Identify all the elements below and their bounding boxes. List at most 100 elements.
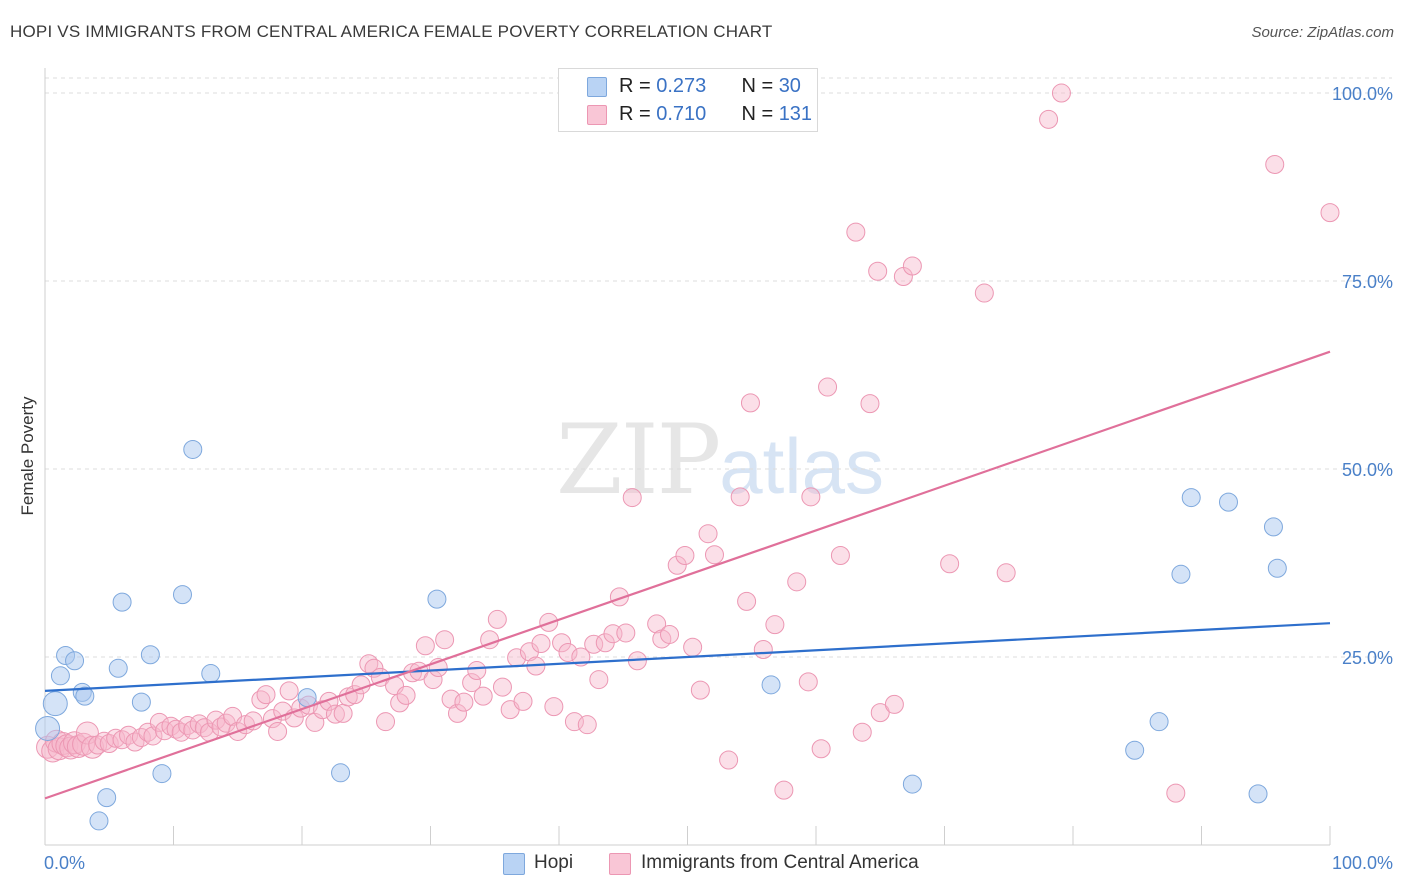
data-point-cam	[737, 591, 757, 611]
bottom-legend-swatch-hopi	[503, 853, 525, 875]
data-point-cam	[487, 609, 507, 629]
data-point-cam	[376, 712, 396, 732]
data-point-cam	[622, 488, 642, 508]
data-point-cam	[616, 623, 636, 643]
data-point-hopi	[761, 675, 781, 695]
data-point-cam	[660, 624, 680, 644]
data-point-cam	[251, 690, 271, 710]
bottom-legend-label-hopi: Hopi	[534, 852, 574, 873]
legend-text-cam: R = 0.710 N = 131	[619, 102, 813, 125]
watermark: ZIPatlas	[556, 404, 884, 516]
data-point-cam	[492, 677, 512, 697]
data-point-cam	[531, 633, 551, 653]
data-point-hopi	[1218, 492, 1238, 512]
data-point-cam	[753, 639, 773, 659]
data-point-cam	[513, 691, 533, 711]
series-immigrants-central-america	[36, 83, 1340, 803]
data-point-cam	[870, 703, 890, 723]
data-point-cam	[846, 222, 866, 242]
data-point-cam	[268, 721, 288, 741]
gridlines	[45, 77, 1392, 658]
data-point-cam	[99, 733, 119, 753]
data-point-hopi	[1149, 712, 1169, 732]
data-point-cam	[675, 545, 695, 565]
data-point-cam	[719, 750, 739, 770]
data-point-cam	[811, 739, 831, 759]
data-point-cam	[396, 685, 416, 705]
data-point-hopi	[131, 692, 151, 712]
data-point-hopi	[65, 651, 85, 671]
data-point-cam	[473, 686, 493, 706]
data-point-hopi	[112, 592, 132, 612]
data-point-hopi	[1181, 488, 1201, 508]
data-point-cam	[390, 693, 410, 713]
data-point-cam	[730, 487, 750, 507]
data-point-cam	[996, 563, 1016, 583]
data-point-cam	[63, 731, 87, 755]
data-point-cam	[830, 545, 850, 565]
data-point-cam	[801, 487, 821, 507]
data-point-cam	[462, 673, 482, 693]
legend-swatch-hopi	[587, 77, 607, 97]
data-point-hopi	[1125, 740, 1145, 760]
data-point-hopi	[1171, 564, 1191, 584]
data-point-hopi	[97, 788, 117, 808]
data-point-cam	[435, 630, 455, 650]
data-point-hopi	[50, 666, 70, 686]
data-point-cam	[166, 719, 186, 739]
tick-labels: 25.0% 50.0% 75.0% 100.0% 0.0% 100.0%	[44, 84, 1393, 873]
data-point-cam	[454, 692, 474, 712]
data-point-cam	[1265, 154, 1285, 174]
data-point-hopi	[35, 715, 61, 741]
data-point-cam	[884, 694, 904, 714]
data-point-cam	[75, 721, 99, 745]
data-point-cam	[818, 377, 838, 397]
data-point-cam	[279, 681, 299, 701]
data-point-cam	[544, 697, 564, 717]
data-point-cam	[415, 636, 435, 656]
data-point-cam	[319, 691, 339, 711]
data-point-cam	[683, 637, 703, 657]
data-point-hopi	[1263, 517, 1283, 537]
chart-title: HOPI VS IMMIGRANTS FROM CENTRAL AMERICA …	[10, 22, 773, 41]
trend-line-hopi	[44, 622, 1331, 692]
data-point-cam	[647, 614, 667, 634]
data-point-cam	[558, 642, 578, 662]
data-point-cam	[868, 261, 888, 281]
y-tick-label: 50.0%	[1342, 460, 1393, 480]
data-point-cam	[552, 633, 572, 653]
axes	[44, 68, 1331, 846]
data-point-hopi	[172, 585, 192, 605]
data-point-hopi	[152, 764, 172, 784]
data-point-cam	[1166, 783, 1186, 803]
data-point-hopi	[331, 763, 351, 783]
data-point-hopi	[201, 664, 221, 684]
data-point-cam	[325, 704, 345, 724]
data-point-hopi	[427, 589, 447, 609]
data-point-cam	[333, 703, 353, 723]
x-tick-label: 0.0%	[44, 853, 85, 873]
legend-swatch-cam	[587, 105, 607, 125]
legend-text-hopi: R = 0.273 N = 30	[619, 74, 801, 97]
data-point-cam	[902, 256, 922, 276]
series-hopi	[35, 439, 1287, 831]
data-point-cam	[774, 780, 794, 800]
data-point-hopi	[1248, 784, 1268, 804]
trend-lines	[44, 350, 1331, 800]
data-point-cam	[704, 545, 724, 565]
bottom-legend-swatch-cam	[609, 853, 631, 875]
data-point-cam	[447, 703, 467, 723]
data-point-cam	[467, 661, 487, 681]
y-tick-label: 100.0%	[1332, 84, 1393, 104]
data-point-cam	[765, 615, 785, 635]
data-point-cam	[564, 712, 584, 732]
data-point-cam	[798, 672, 818, 692]
data-point-hopi	[1267, 558, 1287, 578]
bottom-legend-label-cam: Immigrants from Central America	[641, 852, 919, 873]
data-point-cam	[787, 572, 807, 592]
source-label: Source: ZipAtlas.com	[1251, 24, 1394, 41]
data-point-cam	[667, 555, 687, 575]
data-point-cam	[106, 728, 126, 748]
data-point-cam	[940, 554, 960, 574]
